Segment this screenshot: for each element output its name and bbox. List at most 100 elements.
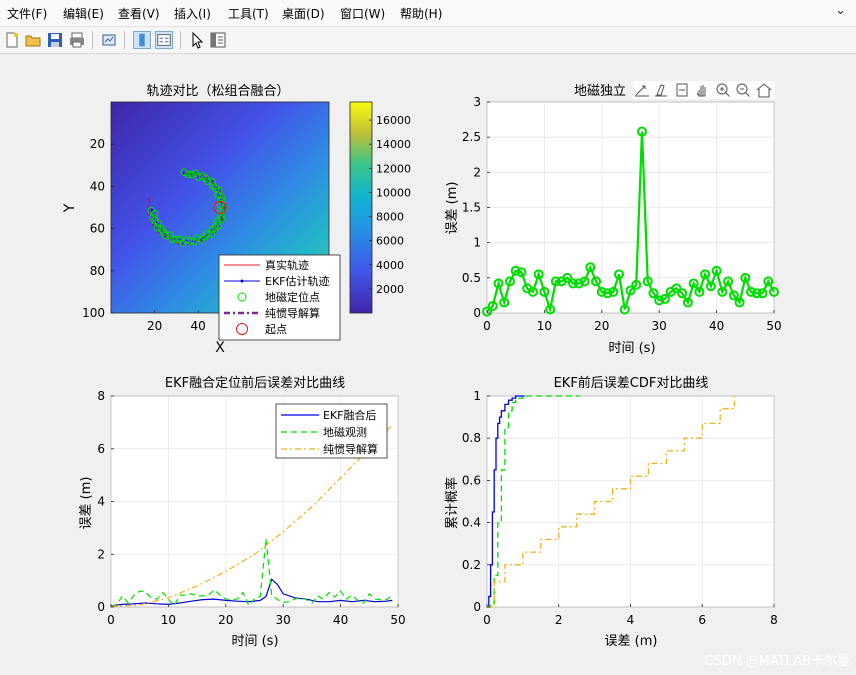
mag-error-point (631, 279, 642, 290)
mag-error-point (700, 269, 711, 280)
mag-error-point (751, 288, 762, 299)
mag-fix-point (168, 235, 176, 243)
property-editor-icon[interactable] (209, 31, 227, 49)
mag-fix-point (186, 237, 195, 245)
mag-fix-point (208, 225, 216, 234)
mag-fix-point (180, 168, 188, 176)
subplot1-legend[interactable]: 真实轨迹 EKF估计轨迹 地磁定位点 纯惯导解算 起点 (218, 254, 341, 341)
mag-error-point (510, 265, 521, 276)
mag-error-point (671, 283, 682, 294)
subplot2-ytick-label: 0 (473, 306, 481, 320)
legend-entry-start: 起点 (265, 323, 287, 336)
mag-error-point (711, 265, 722, 276)
subplot-trajectory: 轨迹对比（松组合融合） 2040608020406080100 X Y 2000… (62, 84, 411, 356)
mag-error-point (694, 286, 705, 297)
legend-marker-start (236, 323, 248, 335)
menu-help[interactable]: 帮助(H) (400, 7, 443, 21)
subplot3-xtick-label: 30 (276, 613, 291, 627)
home-icon[interactable] (756, 83, 772, 98)
colorbar-tick-label: 6000 (376, 235, 404, 248)
subplot2-ytick-label: 2 (473, 165, 481, 179)
link-plot-icon[interactable] (100, 31, 118, 49)
mag-error-point (677, 288, 688, 299)
mag-fix-point (203, 177, 212, 186)
mag-fix-point (217, 193, 226, 202)
mag-error-point (763, 276, 774, 287)
mag-fix-point (197, 235, 206, 244)
subplot1-ytick-label: 100 (82, 306, 105, 320)
mag-fix-point (217, 215, 226, 223)
mag-error-point (728, 290, 739, 301)
subplot3-series (110, 424, 393, 608)
menu-view[interactable]: 查看(V) (118, 7, 160, 21)
mag-error-point (562, 272, 573, 283)
subplot2-xtick-label: 20 (594, 319, 609, 333)
pointer-icon[interactable] (188, 31, 206, 49)
mag-error-point (516, 267, 527, 278)
mag-error-point (579, 276, 590, 287)
colorbar-tick-label: 16000 (376, 114, 411, 127)
subplot1-xtick-label: 40 (191, 319, 206, 333)
mag-error-point (482, 306, 492, 317)
mag-error-point (533, 269, 544, 280)
menu-edit[interactable]: 编辑(E) (63, 7, 104, 21)
trajectory-layer (147, 168, 228, 247)
menu-file[interactable]: 文件(F) (7, 7, 48, 21)
mag-fix-point (190, 238, 198, 246)
chevron-down-icon[interactable]: ⌄ (835, 3, 846, 18)
subplot2-ticks: 0 10 20 30 40 50 0 0.5 1 1.5 2 2.5 3 (462, 95, 782, 333)
datatip-icon[interactable] (676, 83, 688, 97)
save-icon[interactable] (46, 31, 64, 49)
pan-icon[interactable] (696, 85, 706, 97)
brush-icon[interactable] (655, 84, 667, 97)
mag-error-point (654, 295, 665, 306)
export-icon[interactable] (635, 85, 649, 97)
mag-fix-point (213, 217, 222, 225)
mag-error-point (746, 286, 757, 297)
zoom-out-icon[interactable] (736, 83, 750, 97)
mag-error-point (550, 276, 561, 287)
menu-insert[interactable]: 插入(I) (174, 7, 211, 21)
subplot-cdf: EKF前后误差CDF对比曲线 0 2 4 6 8 0 0.2 0.4 0.6 0.8 1 误差 (m… (444, 375, 778, 649)
subplot2-xtick-label: 40 (709, 319, 724, 333)
mag-error-point (585, 262, 596, 273)
subplot4-xtick-label: 0 (483, 613, 491, 627)
colorbar-tick-label: 14000 (376, 138, 411, 151)
mag-error-point (619, 304, 630, 315)
subplot2-ylabel: 误差 (m) (445, 182, 460, 235)
mag-fix-point (215, 186, 223, 195)
subplot3-ticks: 0 10 20 30 40 50 0 2 4 6 8 (97, 389, 405, 627)
menu-window[interactable]: 窗口(W) (340, 7, 386, 21)
legend-entry-true: 真实轨迹 (265, 258, 309, 272)
subplot1-ytick-label: 20 (90, 137, 105, 151)
colorbar-ticks: 2000 4000 6000 8000 10000 12000 14000 16000 (369, 114, 411, 296)
zoom-in-icon[interactable] (716, 83, 730, 97)
subplot4-ylabel: 累计概率 (444, 477, 460, 529)
subplot4-ytick-label: 0 (473, 600, 481, 614)
mag-fix-point (207, 230, 216, 238)
subplot3-legend[interactable]: EKF融合后 地磁观测 纯惯导解算 (275, 403, 388, 459)
subplot4-ticks: 0 2 4 6 8 0 0.2 0.4 0.6 0.8 1 (462, 389, 778, 627)
subplot3-ytick-label: 4 (97, 495, 105, 509)
new-file-icon[interactable] (3, 31, 21, 49)
mag-fix-point (183, 236, 191, 244)
mag-error-point (499, 297, 510, 308)
mag-fix-point (166, 231, 174, 239)
colorbar-toggle-icon[interactable] (133, 31, 151, 49)
colorbar[interactable] (349, 101, 373, 314)
mag-error-point (769, 286, 779, 297)
legend-toggle-icon[interactable] (155, 31, 173, 49)
subplot2-ytick-label: 3 (473, 95, 481, 109)
legend3-entry-ekf: EKF融合后 (323, 408, 377, 422)
subplot2-series (482, 126, 779, 317)
menu-tools[interactable]: 工具(T) (228, 7, 269, 21)
subplot2-ytick-label: 2.5 (462, 130, 481, 144)
colorbar-tick-label: 10000 (376, 186, 411, 199)
menu-desktop[interactable]: 桌面(D) (282, 7, 325, 21)
print-icon[interactable] (68, 31, 86, 49)
subplot4-title: EKF前后误差CDF对比曲线 (554, 375, 709, 391)
mag-fix-point (194, 173, 202, 181)
mag-fix-point (214, 191, 222, 199)
open-folder-icon[interactable] (24, 31, 42, 49)
mag-fix-point (149, 213, 157, 222)
